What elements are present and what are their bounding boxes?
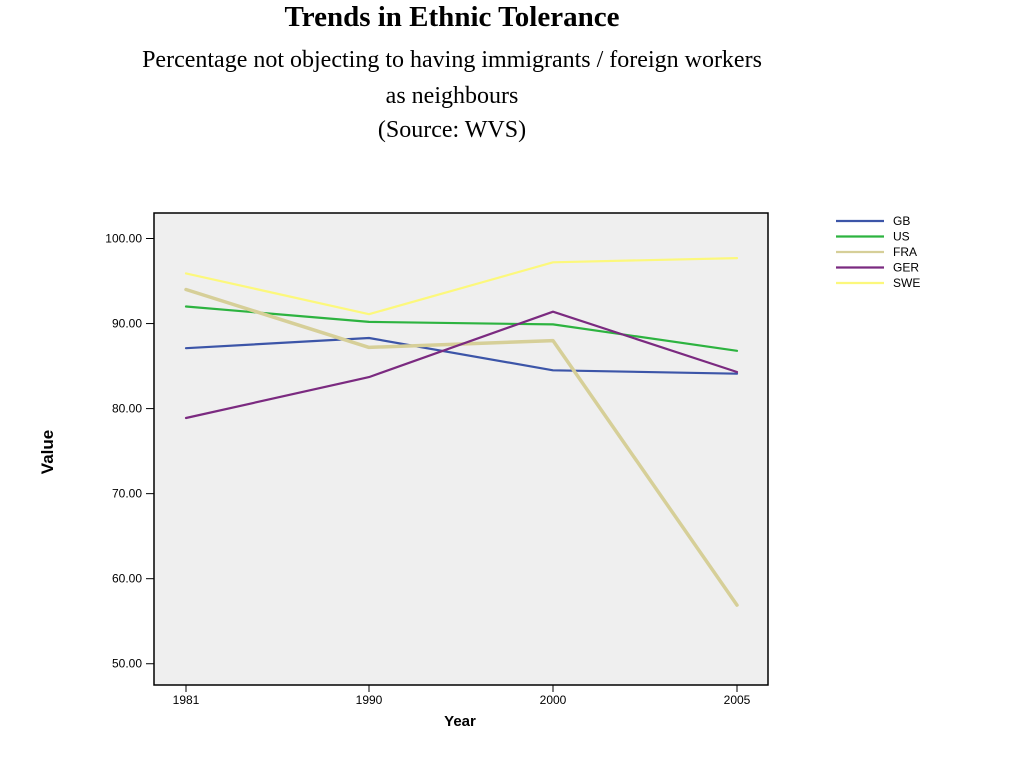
axes: 50.00 60.00 70.00 80.00 90.00 100.00 1981 1990 2… [105, 232, 750, 707]
y-tick-label: 70.00 [112, 487, 142, 501]
x-tick-label: 2005 [724, 693, 751, 707]
chart-title: Trends in Ethnic Tolerance [284, 1, 620, 33]
chart-subtitle-line-2: as neighbours [385, 83, 519, 109]
chart-subtitle-source: (Source: WVS) [377, 117, 527, 143]
x-tick-label: 1990 [356, 693, 383, 707]
x-axis-title: Year [444, 713, 476, 730]
legend-label-us: US [893, 230, 910, 244]
y-tick-label: 100.00 [105, 232, 142, 246]
legend-label-fra: FRA [893, 245, 917, 259]
y-axis-title: Value [38, 430, 57, 474]
series-line-ger [184, 310, 739, 420]
legend-label-swe: SWE [893, 276, 920, 290]
legend-label-ger: GER [893, 261, 919, 275]
series-lines [184, 257, 739, 607]
chart-subtitle-line-1: Percentage not objecting to having immig… [142, 47, 762, 73]
y-tick-label: 60.00 [112, 572, 142, 586]
x-tick-label: 1981 [173, 693, 200, 707]
series-line-swe [184, 257, 739, 316]
x-tick-label: 2000 [540, 693, 567, 707]
series-line-gb [184, 336, 739, 375]
y-tick-label: 50.00 [112, 657, 142, 671]
series-line-us [184, 305, 739, 352]
y-tick-label: 90.00 [112, 317, 142, 331]
legend-label-gb: GB [893, 214, 910, 228]
y-tick-label: 80.00 [112, 402, 142, 416]
plot-area [153, 212, 769, 686]
